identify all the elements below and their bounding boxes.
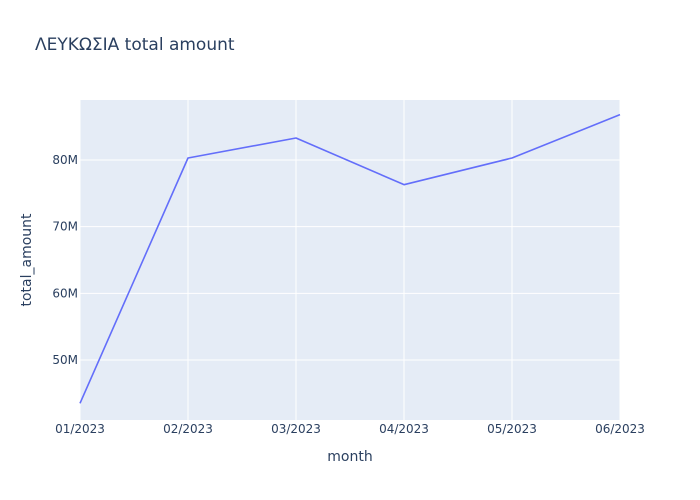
x-tick-labels: 01/2023 02/2023 03/2023 04/2023 05/2023 06/20… (55, 422, 645, 436)
x-axis-title: month (327, 449, 372, 465)
y-axis-title: total_amount (19, 213, 35, 307)
plot-area (80, 100, 620, 420)
series-line (79, 113, 621, 404)
y-tick-label: 60M (52, 286, 78, 300)
series-layer (79, 113, 621, 404)
y-gridlines (80, 159, 620, 361)
x-gridlines (79, 100, 621, 420)
y-tick-labels: 50M 60M 70M 80M (52, 153, 78, 367)
y-tick-label: 80M (52, 153, 78, 167)
x-tick-label: 04/2023 (379, 422, 429, 436)
chart-title: ΛΕΥΚΩΣΙΑ total amount (35, 35, 235, 55)
x-tick-label: 02/2023 (163, 422, 213, 436)
x-tick-label: 06/2023 (595, 422, 645, 436)
y-tick-label: 70M (52, 220, 78, 234)
x-tick-label: 01/2023 (55, 422, 105, 436)
y-tick-label: 50M (52, 353, 78, 367)
x-tick-label: 03/2023 (271, 422, 321, 436)
x-tick-label: 05/2023 (487, 422, 537, 436)
